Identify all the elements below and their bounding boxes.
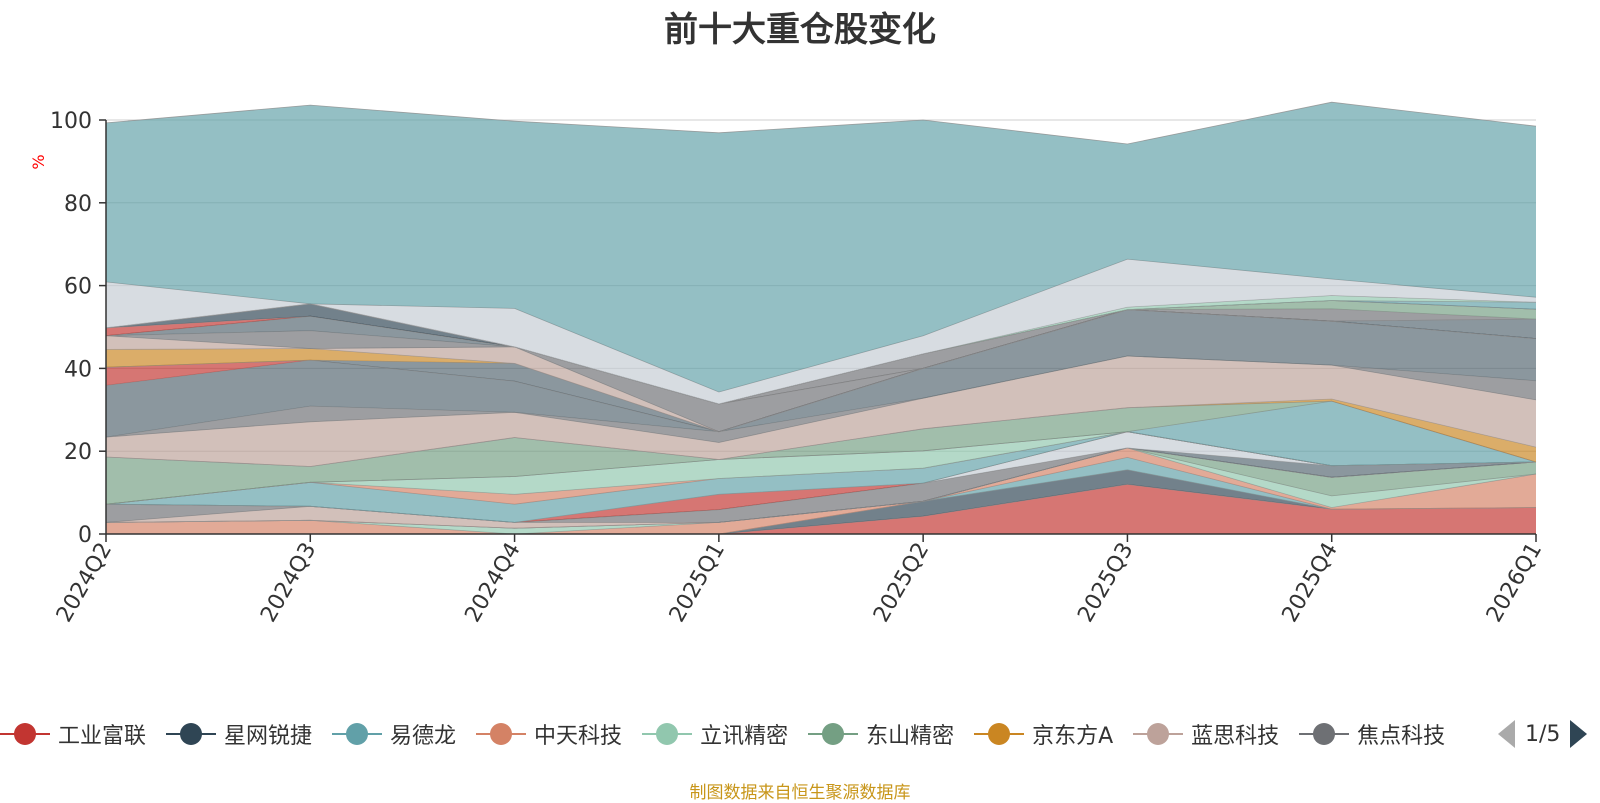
area-series-15[interactable] — [106, 401, 1536, 505]
area-series-edge-34 — [105, 101, 1537, 145]
legend-next-page-button[interactable] — [1570, 720, 1588, 748]
area-series-0[interactable] — [106, 484, 1536, 534]
legend-item[interactable]: 星网锐捷 — [166, 718, 312, 750]
legend-symbol-icon — [642, 723, 693, 745]
x-tick-label: 2025Q3 — [1073, 539, 1138, 627]
area-series-1[interactable] — [106, 469, 1536, 534]
legend-symbol-icon — [1133, 723, 1184, 745]
x-tick-label: 2024Q2 — [52, 539, 117, 627]
legend-item[interactable]: 易德龙 — [332, 718, 456, 750]
y-axis-unit-label: % — [29, 154, 48, 169]
x-tick-label: 2025Q1 — [665, 539, 730, 627]
y-tick-label: 40 — [64, 357, 92, 382]
x-tick-label: 2025Q4 — [1278, 539, 1343, 627]
legend-pager: 1/5 — [1498, 714, 1588, 754]
area-series-20[interactable] — [106, 309, 1536, 438]
legend-label: 焦点科技 — [1357, 724, 1446, 749]
legend-symbol-icon — [1299, 723, 1350, 745]
x-tick-label: 2024Q3 — [256, 539, 321, 627]
area-series-7[interactable] — [106, 447, 1536, 529]
y-tick-label: 0 — [78, 523, 92, 548]
legend-label: 立讯精密 — [700, 724, 789, 749]
legend: 工业富联 星网锐捷 易德龙 中天科技 立讯精密 东山精密 京东方A 蓝思科技 焦点科技 — [0, 714, 1480, 754]
area-series-16[interactable] — [106, 401, 1536, 505]
legend-item[interactable]: 京东方A — [974, 718, 1113, 750]
legend-label: 工业富联 — [58, 724, 147, 749]
legend-row: 工业富联 星网锐捷 易德龙 中天科技 立讯精密 东山精密 京东方A 蓝思科技 焦点科技 — [0, 714, 1465, 754]
area-series-28[interactable] — [106, 300, 1536, 405]
legend-item[interactable]: 立讯精密 — [642, 718, 788, 750]
legend-label: 蓝思科技 — [1191, 724, 1280, 749]
area-series-layer — [105, 101, 1537, 535]
legend-item[interactable]: 工业富联 — [0, 718, 146, 750]
y-tick-label: 60 — [64, 275, 92, 300]
area-series-34[interactable] — [106, 102, 1536, 392]
chart-title: 前十大重仓股变化 — [664, 10, 936, 50]
legend-label: 易德龙 — [390, 724, 457, 749]
y-tick-label: 80 — [64, 192, 92, 217]
legend-symbol-icon — [332, 723, 383, 745]
legend-item[interactable]: 东山精密 — [808, 718, 954, 750]
legend-item[interactable]: 中天科技 — [476, 718, 622, 750]
legend-item[interactable]: 焦点科技 — [1299, 718, 1445, 750]
legend-label: 东山精密 — [866, 724, 955, 749]
legend-symbol-icon — [974, 723, 1025, 745]
y-tick-label: 20 — [64, 440, 92, 465]
legend-page-indicator: 1/5 — [1525, 721, 1561, 747]
x-tick-label: 2026Q1 — [1482, 539, 1547, 627]
y-tick-label: 100 — [50, 109, 92, 134]
legend-item[interactable]: 蓝思科技 — [1133, 718, 1279, 750]
area-series-12[interactable] — [106, 431, 1536, 523]
legend-symbol-icon — [476, 723, 527, 745]
area-series-3[interactable] — [106, 447, 1536, 534]
area-series-14[interactable] — [106, 431, 1536, 505]
legend-label: 京东方A — [1032, 724, 1114, 749]
area-series-2[interactable] — [106, 457, 1536, 534]
legend-symbol-icon — [0, 723, 50, 745]
area-series-27[interactable] — [106, 308, 1536, 404]
legend-prev-page-button[interactable] — [1498, 720, 1515, 748]
area-series-8[interactable] — [106, 447, 1536, 523]
area-series-18[interactable] — [106, 356, 1536, 467]
x-tick-label: 2025Q2 — [869, 539, 934, 627]
legend-label: 星网锐捷 — [224, 724, 313, 749]
x-tick-label: 2024Q4 — [460, 539, 525, 627]
data-source-note: 制图数据来自恒生聚源数据库 — [689, 783, 911, 803]
legend-label: 中天科技 — [534, 724, 623, 749]
area-series-33[interactable] — [106, 259, 1536, 404]
legend-symbol-icon — [166, 723, 217, 745]
legend-symbol-icon — [808, 723, 859, 745]
